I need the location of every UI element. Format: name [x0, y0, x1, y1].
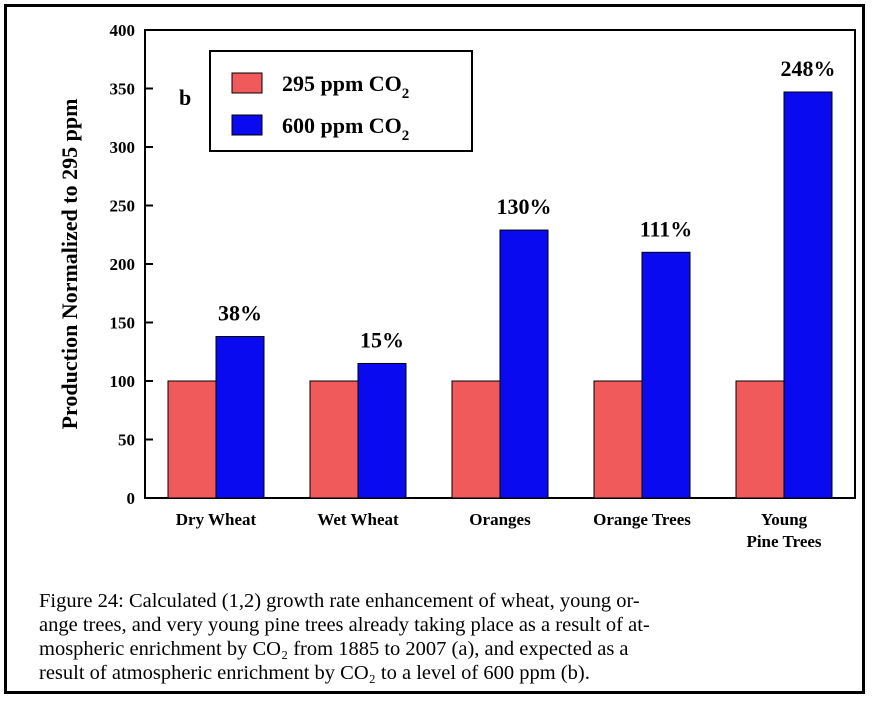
legend-label: 295 ppm CO2 — [282, 71, 409, 102]
bar-295ppm — [735, 380, 785, 499]
legend-label-subscript: 2 — [402, 86, 410, 102]
caption-line: ange trees, and very young pine trees al… — [39, 614, 650, 636]
legend-label-main: 295 ppm CO — [282, 71, 402, 96]
caption-line: result of atmospheric enrichment by CO₂ … — [39, 662, 590, 684]
bar-600ppm — [641, 251, 691, 499]
data-label: 38% — [218, 301, 262, 326]
y-tick-label: 100 — [110, 372, 136, 391]
y-tick-label: 300 — [110, 138, 136, 157]
x-tick-label: Dry Wheat — [176, 510, 257, 529]
bar-chart: 0 50 100 150 200 250 300 350 400 Production Norma… — [57, 21, 856, 551]
caption-line: mospheric enrichment by CO₂ from 1885 to… — [39, 638, 629, 660]
bar-295ppm — [451, 380, 501, 499]
figure-caption: Figure 24: Calculated (1,2) growth rate … — [39, 589, 859, 685]
bar-600ppm — [783, 91, 833, 499]
bar-295ppm — [593, 380, 643, 499]
y-tick-label: 250 — [110, 197, 136, 216]
bar-295ppm — [309, 380, 359, 499]
y-tick-label: 200 — [110, 255, 136, 274]
x-tick-label: Orange Trees — [593, 510, 691, 529]
legend-label-subscript: 2 — [402, 128, 410, 144]
y-tick-label: 350 — [110, 80, 136, 99]
data-label: 130% — [497, 194, 552, 219]
y-axis-label: Production Normalized to 295 ppm — [57, 99, 82, 430]
caption-line: Figure 24: Calculated (1,2) growth rate … — [39, 590, 640, 612]
x-tick-label: Young — [761, 510, 808, 529]
bar-600ppm — [357, 362, 407, 499]
x-tick-label: Pine Trees — [746, 532, 821, 551]
x-tick-label: Oranges — [469, 510, 531, 529]
bar-600ppm — [499, 229, 549, 499]
y-tick-label: 400 — [110, 21, 136, 40]
y-tick-label: 0 — [127, 489, 136, 508]
legend-swatch — [231, 72, 263, 94]
data-label: 111% — [640, 216, 693, 241]
bar-600ppm — [215, 336, 265, 499]
legend-label-main: 600 ppm CO — [282, 113, 402, 138]
panel-label: b — [179, 85, 191, 110]
legend-label: 600 ppm CO2 — [282, 113, 409, 144]
bar-295ppm — [167, 380, 217, 499]
data-label: 248% — [781, 56, 836, 81]
y-tick-label: 50 — [118, 431, 135, 450]
x-tick-label: Wet Wheat — [317, 510, 399, 529]
y-tick-label: 150 — [110, 314, 136, 333]
legend-swatch — [231, 114, 263, 136]
figure-frame: 0 50 100 150 200 250 300 350 400 Production Norma… — [4, 4, 865, 694]
data-label: 15% — [360, 327, 404, 352]
